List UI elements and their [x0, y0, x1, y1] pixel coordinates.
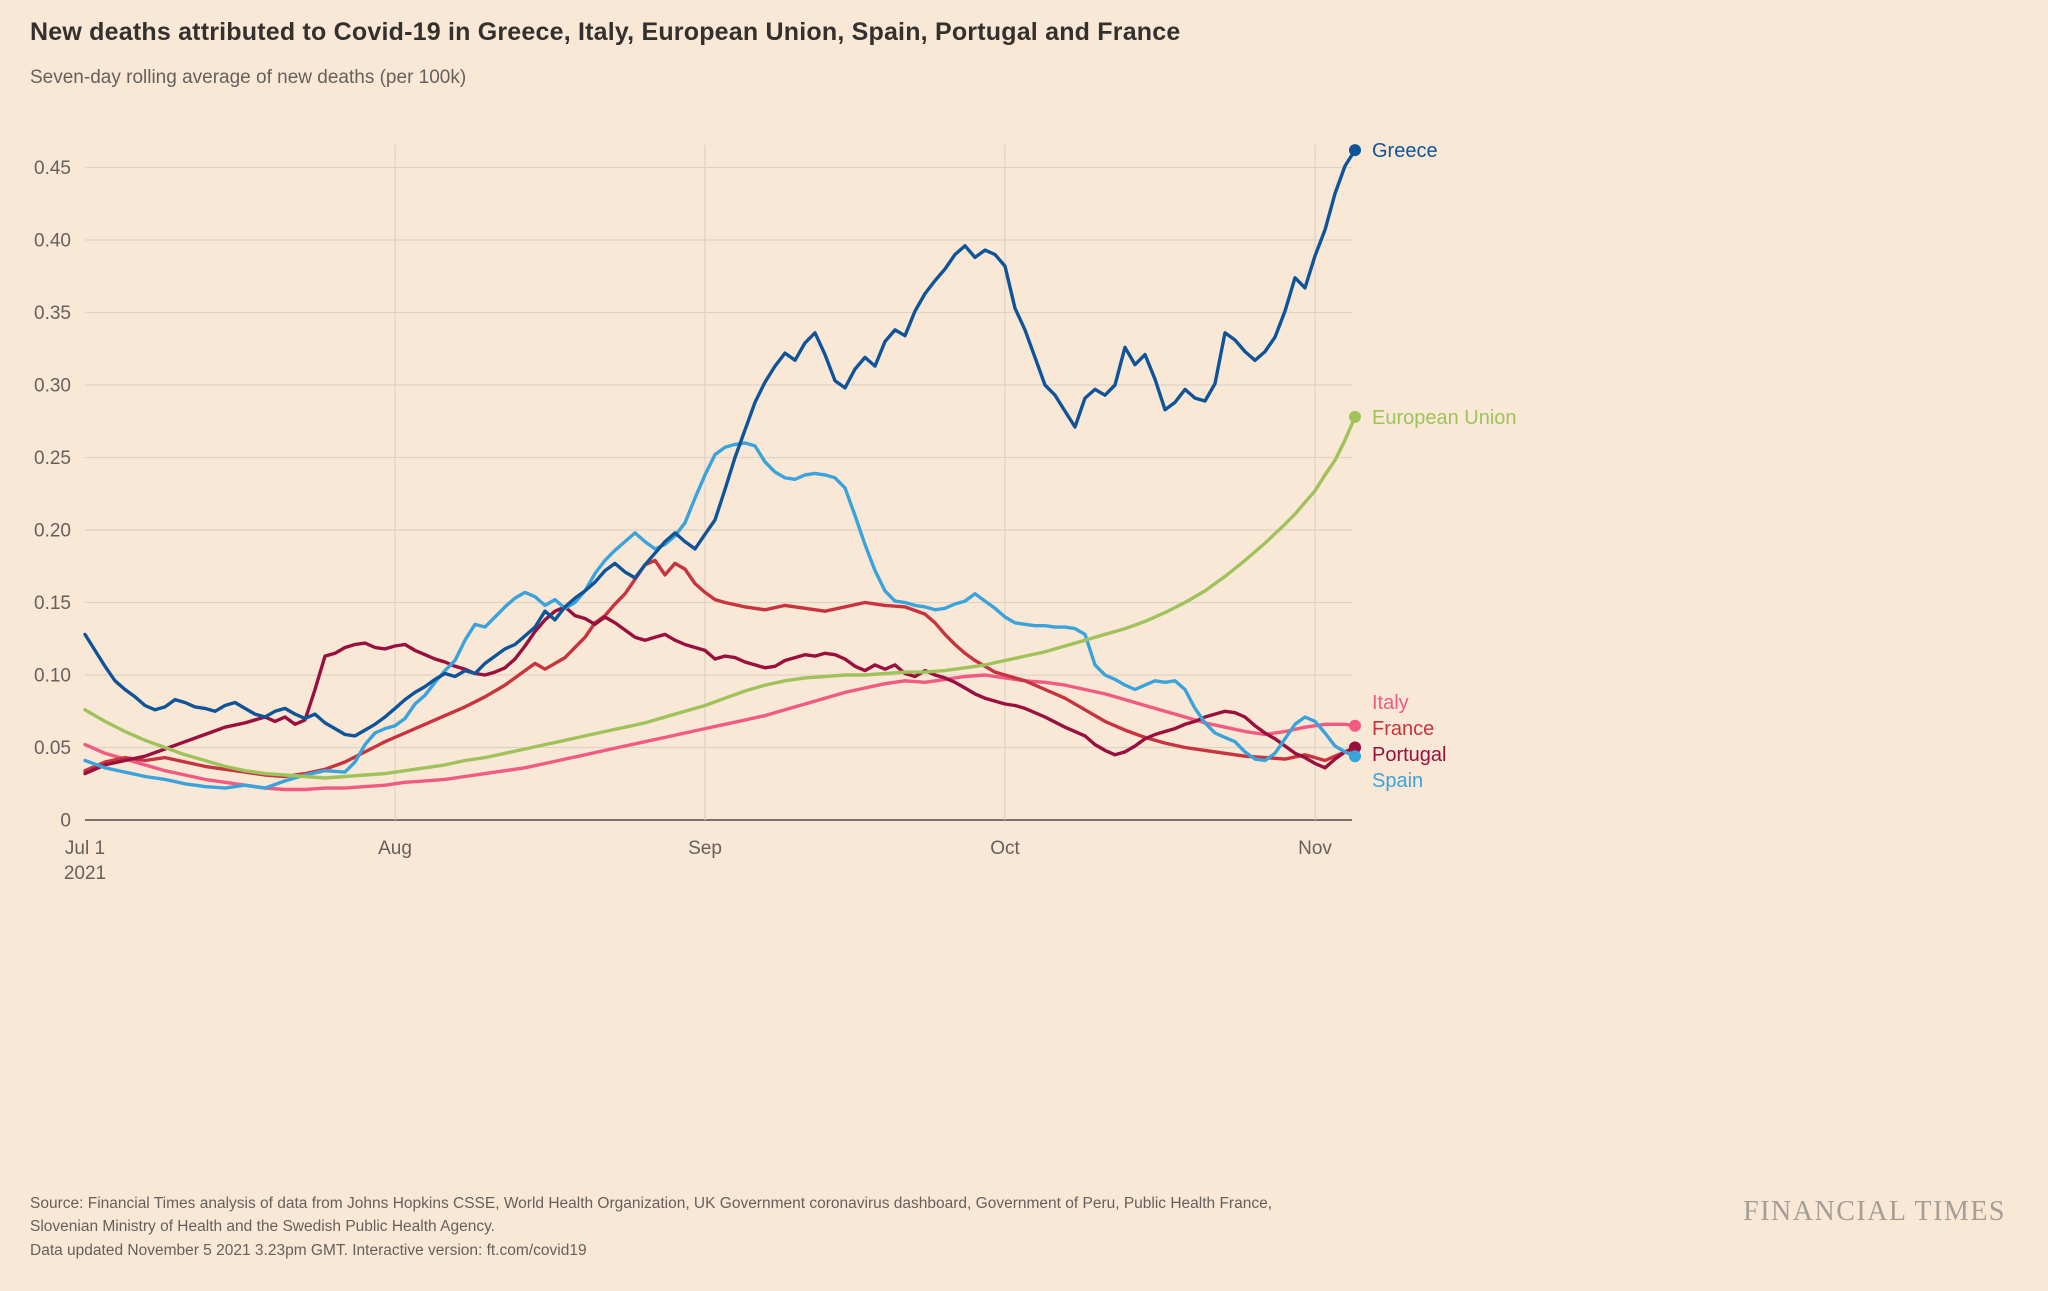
y-tick-label: 0 — [60, 811, 71, 832]
x-tick-sublabel: 2021 — [64, 863, 106, 884]
series-endpoint-portugal — [1349, 741, 1361, 754]
y-tick-label: 0.45 — [34, 158, 71, 179]
series-line-france — [83, 558, 1357, 779]
line-chart: 0 0.05 0.10 0.15 0.20 0.25 0.30 0.35 0.40 0.45 Jul… — [34, 140, 1517, 884]
y-tick-label: 0.25 — [34, 448, 71, 469]
financial-times-logo: FINANCIAL TIMES — [1743, 1196, 2006, 1227]
series-endpoint-italy — [1349, 719, 1361, 732]
x-tick-label: Aug — [378, 838, 412, 859]
chart-subtitle: Seven-day rolling average of new deaths … — [30, 67, 467, 88]
y-tick-label: 0.35 — [34, 303, 71, 324]
series-label-spain: Spain — [1372, 770, 1423, 792]
x-tick-label: Oct — [990, 838, 1020, 859]
series-endpoint-greece — [1349, 144, 1361, 157]
y-tick-label: 0.40 — [34, 231, 71, 252]
series-line-portugal — [83, 605, 1357, 776]
series-endpoint-european-union — [1349, 410, 1361, 423]
source-line-1: Source: Financial Times analysis of data… — [30, 1195, 1273, 1212]
y-tick-label: 0.15 — [34, 593, 71, 614]
series-label-portugal: Portugal — [1372, 744, 1447, 766]
chart-header: New deaths attributed to Covid-19 in Gre… — [30, 18, 1180, 89]
series-line-italy — [83, 673, 1357, 792]
chart-title: New deaths attributed to Covid-19 in Gre… — [30, 18, 1181, 46]
y-tick-label: 0.05 — [34, 738, 71, 759]
chart-footer: Source: Financial Times analysis of data… — [30, 1192, 2006, 1262]
series-line-greece — [83, 148, 1357, 738]
series-line-european-union — [83, 415, 1357, 780]
source-note: Source: Financial Times analysis of data… — [30, 1192, 1272, 1262]
y-tick-label: 0.20 — [34, 521, 71, 542]
x-tick-label: Sep — [688, 838, 722, 859]
update-line: Data updated November 5 2021 3.23pm GMT.… — [30, 1241, 587, 1259]
series-label-france: France — [1372, 718, 1434, 740]
series-label-italy: Italy — [1372, 692, 1409, 714]
x-tick-label: Jul 1 — [65, 838, 105, 859]
y-tick-label: 0.10 — [34, 666, 71, 687]
source-line-2: Slovenian Ministry of Health and the Swe… — [30, 1218, 495, 1236]
x-tick-label: Nov — [1298, 838, 1332, 859]
series-line-spain — [83, 441, 1357, 790]
y-tick-label: 0.30 — [34, 376, 71, 397]
series-endpoint-spain — [1349, 750, 1361, 763]
series-label-european-union: European Union — [1372, 407, 1517, 429]
series-label-greece: Greece — [1372, 140, 1438, 162]
